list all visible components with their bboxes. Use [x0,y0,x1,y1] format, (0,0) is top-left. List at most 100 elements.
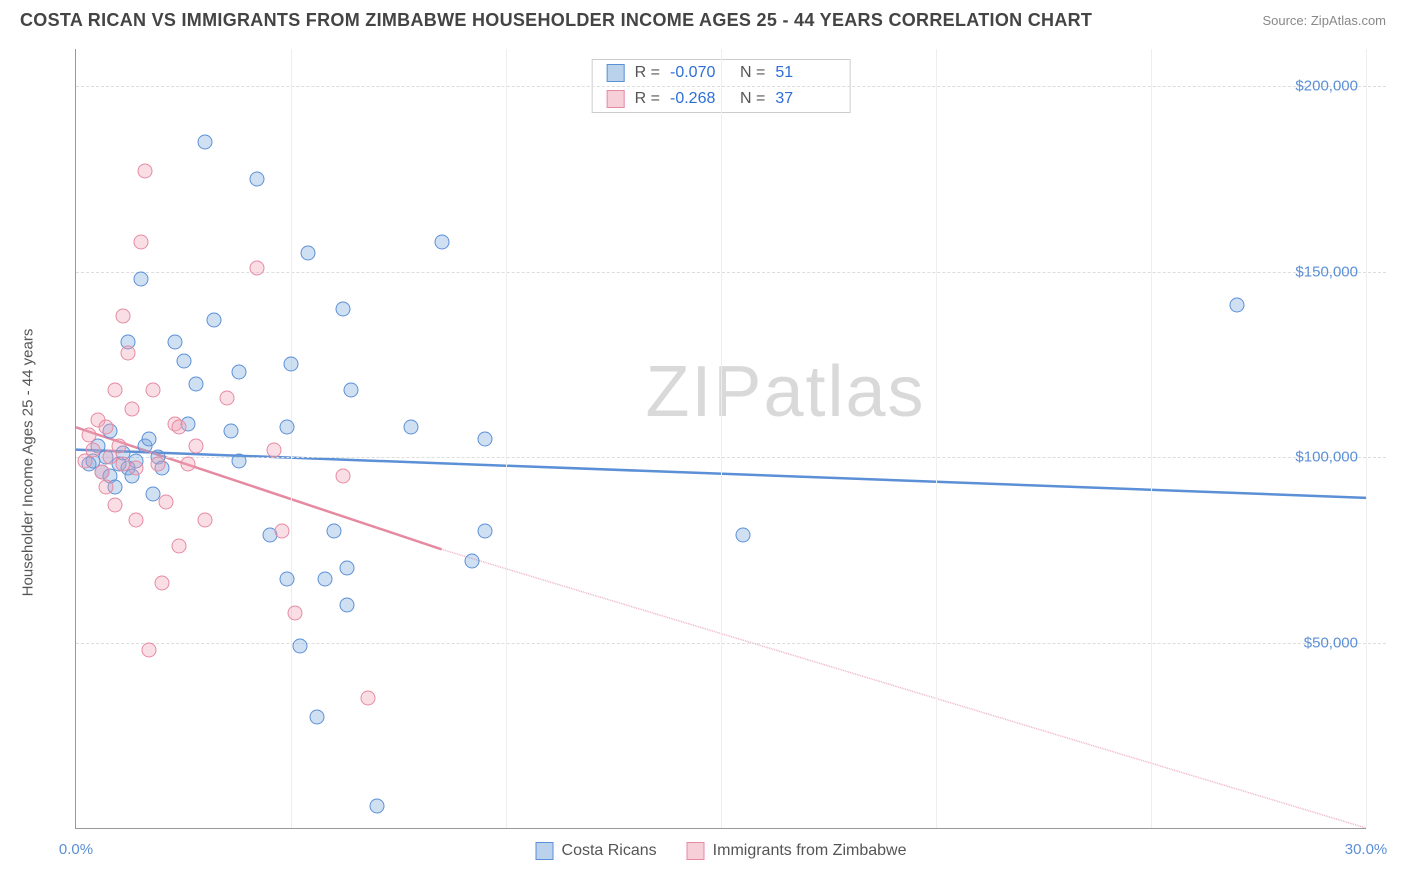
chart-header: COSTA RICAN VS IMMIGRANTS FROM ZIMBABWE … [20,10,1386,31]
chart-source: Source: ZipAtlas.com [1262,13,1386,28]
data-point [172,539,187,554]
data-point [309,709,324,724]
data-point [477,431,492,446]
swatch-pink-icon [607,90,625,108]
swatch-blue-icon [536,842,554,860]
data-point [133,234,148,249]
data-point [361,691,376,706]
r-label: R = [635,64,660,82]
data-point [142,642,157,657]
swatch-blue-icon [607,64,625,82]
gridline-v [936,49,937,828]
data-point [137,164,152,179]
data-point [1230,297,1245,312]
data-point [155,576,170,591]
data-point [335,468,350,483]
data-point [318,572,333,587]
n-label: N = [740,90,765,108]
data-point [735,527,750,542]
data-point [172,420,187,435]
data-point [150,457,165,472]
y-tick-label: $200,000 [1295,78,1358,95]
data-point [284,357,299,372]
n-value-1: 51 [775,64,835,82]
x-tick-max: 30.0% [1345,841,1388,858]
data-point [129,461,144,476]
chart-area: Householder Income Ages 25 - 44 years ZI… [20,39,1386,869]
data-point [232,453,247,468]
gridline-v [1366,49,1367,828]
data-point [99,420,114,435]
chart-title: COSTA RICAN VS IMMIGRANTS FROM ZIMBABWE … [20,10,1092,31]
gridline-v [506,49,507,828]
data-point [198,513,213,528]
data-point [133,271,148,286]
data-point [159,494,174,509]
data-point [292,639,307,654]
data-point [176,353,191,368]
x-tick-min: 0.0% [59,841,93,858]
data-point [107,498,122,513]
data-point [301,246,316,261]
data-point [344,383,359,398]
r-label: R = [635,90,660,108]
data-point [279,420,294,435]
gridline-h [76,643,1386,644]
data-point [477,524,492,539]
legend-item-1: Costa Ricans [536,842,657,860]
legend-item-2: Immigrants from Zimbabwe [687,842,907,860]
data-point [464,553,479,568]
data-point [339,561,354,576]
data-point [189,438,204,453]
data-point [189,377,204,392]
n-label: N = [740,64,765,82]
data-point [142,431,157,446]
data-point [107,383,122,398]
legend: Costa Ricans Immigrants from Zimbabwe [536,842,907,860]
data-point [288,605,303,620]
swatch-pink-icon [687,842,705,860]
data-point [99,479,114,494]
n-value-2: 37 [775,90,835,108]
gridline-h [76,272,1386,273]
data-point [249,260,264,275]
gridline-v [291,49,292,828]
data-point [249,171,264,186]
data-point [279,572,294,587]
data-point [112,438,127,453]
data-point [266,442,281,457]
gridline-h [76,86,1386,87]
data-point [167,335,182,350]
data-point [94,464,109,479]
y-tick-label: $150,000 [1295,263,1358,280]
y-tick-label: $50,000 [1304,634,1358,651]
data-point [370,798,385,813]
y-tick-label: $100,000 [1295,449,1358,466]
data-point [219,390,234,405]
gridline-h [76,457,1386,458]
data-point [339,598,354,613]
plot-region: ZIPatlas R = -0.070 N = 51 R = -0.268 N … [75,49,1366,829]
data-point [81,427,96,442]
data-point [404,420,419,435]
gridline-v [721,49,722,828]
data-point [206,312,221,327]
data-point [223,424,238,439]
gridline-v [1151,49,1152,828]
data-point [232,364,247,379]
y-axis-label: Householder Income Ages 25 - 44 years [20,329,37,597]
data-point [124,401,139,416]
data-point [120,346,135,361]
data-point [434,234,449,249]
data-point [129,513,144,528]
data-point [335,301,350,316]
data-point [198,134,213,149]
legend-label-2: Immigrants from Zimbabwe [713,842,907,860]
data-point [275,524,290,539]
data-point [146,383,161,398]
data-point [116,309,131,324]
data-point [180,457,195,472]
data-point [86,442,101,457]
legend-label-1: Costa Ricans [562,842,657,860]
data-point [327,524,342,539]
